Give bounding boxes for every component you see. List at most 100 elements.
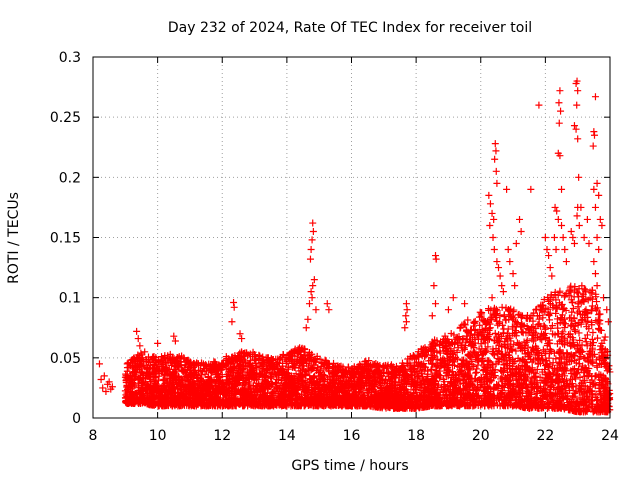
data-point [122,376,130,384]
data-point [171,388,179,396]
data-point [500,311,508,319]
data-point [182,394,190,402]
data-point [138,379,146,387]
data-point [390,404,398,412]
data-point [157,384,165,392]
data-point [304,383,312,391]
data-point [236,362,244,370]
data-point [348,379,356,387]
data-point [301,348,309,356]
data-point [181,377,189,385]
data-point [326,389,334,397]
data-point [369,396,377,404]
data-point [387,397,395,405]
data-point [170,370,178,378]
data-point [336,383,344,391]
data-point [271,365,279,373]
data-point [194,401,202,409]
data-point [230,394,238,402]
data-point [198,391,206,399]
data-point [135,376,143,384]
data-point [306,375,314,383]
data-point [327,379,335,387]
data-point [213,373,221,381]
data-point [291,401,299,409]
data-point [124,359,132,367]
data-point [310,373,318,381]
data-point [209,362,217,370]
data-point [225,368,233,376]
data-point [202,384,210,392]
data-point [219,402,227,410]
data-point [307,357,315,365]
data-point [257,359,265,367]
data-point [236,396,244,404]
data-point [321,386,329,394]
data-point [285,373,293,381]
data-point [222,360,230,368]
data-point [273,400,281,408]
data-point [290,348,298,356]
data-point [407,382,415,390]
data-point [339,369,347,377]
data-point [289,358,297,366]
data-point [245,374,253,382]
data-point [231,377,239,385]
data-point [324,360,332,368]
data-point [285,351,293,359]
data-point [295,370,303,378]
data-point [253,388,261,396]
data-point [300,345,308,353]
data-point [370,382,378,390]
data-point [146,378,154,386]
data-point [242,393,250,401]
data-point [301,368,309,376]
data-point [284,365,292,373]
data-point [259,353,267,361]
data-point [368,377,376,385]
data-point [356,388,364,396]
data-point [160,393,168,401]
data-point [252,357,260,365]
data-point [133,363,141,371]
data-point [227,399,235,407]
data-point [260,373,268,381]
data-point [290,382,298,390]
points-layer [95,77,614,416]
data-point [267,357,275,365]
data-point [349,394,357,402]
data-point [203,362,211,370]
data-point [252,382,260,390]
data-point [387,374,395,382]
data-point [172,401,180,409]
data-point [331,399,339,407]
data-point [256,394,264,402]
data-point [130,354,138,362]
data-point [269,356,277,364]
data-point [132,358,140,366]
data-point [304,366,312,374]
data-point [256,371,264,379]
data-point [335,379,343,387]
data-point [163,364,171,372]
data-point [291,381,299,389]
data-point [260,401,268,409]
data-point [173,384,181,392]
data-point [161,352,169,360]
data-point [178,386,186,394]
data-point [129,388,137,396]
data-point [301,378,309,386]
data-point [382,364,390,372]
data-point [316,355,324,363]
data-point [244,351,252,359]
data-point [170,383,178,391]
data-point [158,388,166,396]
data-point [183,356,191,364]
data-point [365,395,373,403]
data-point [386,382,394,390]
data-point [174,362,182,370]
data-point [384,361,392,369]
data-point [268,371,276,379]
data-point [252,396,260,404]
data-point [337,362,345,370]
